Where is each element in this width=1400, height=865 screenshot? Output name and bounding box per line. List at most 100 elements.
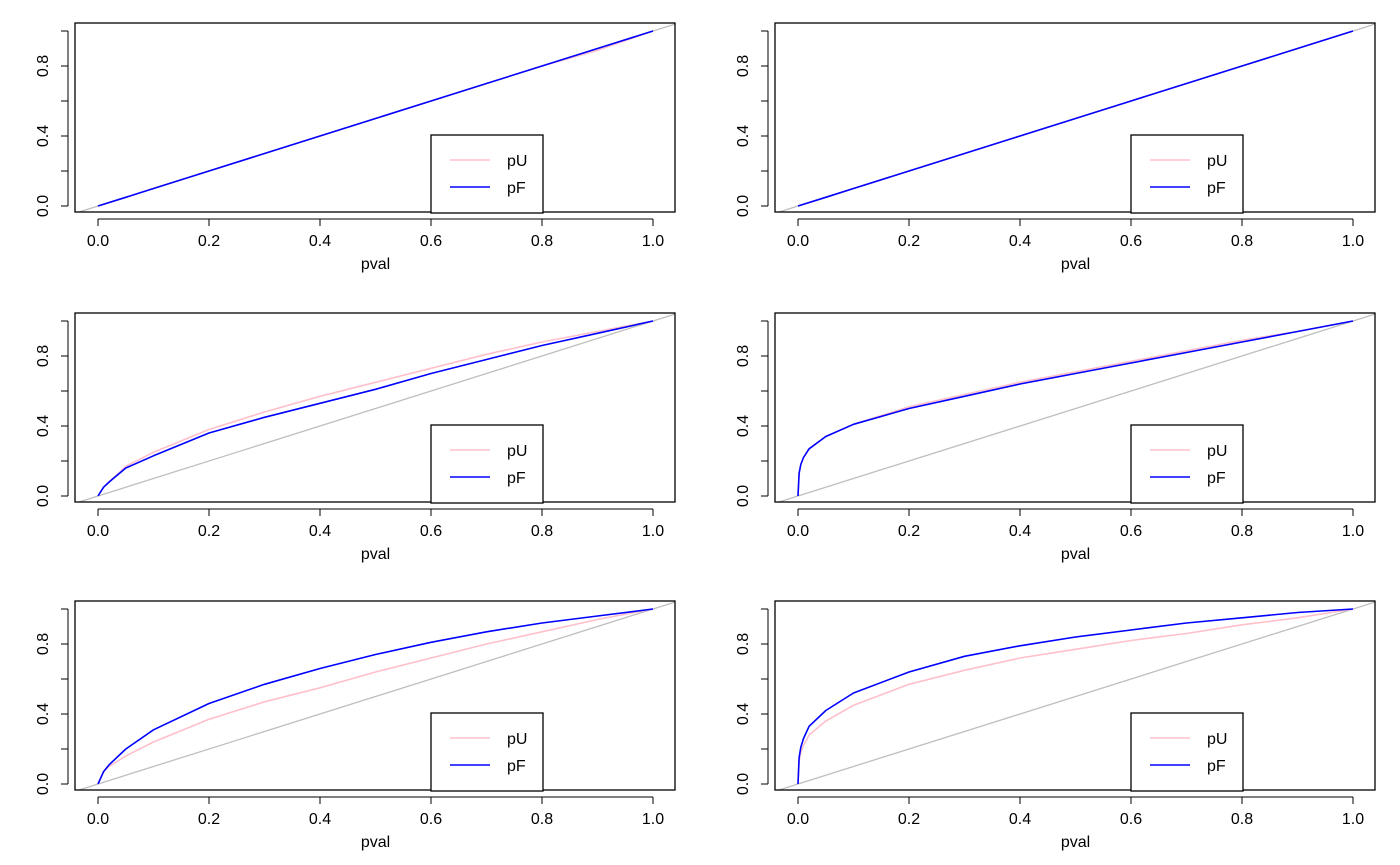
panel-2-legend: pU pF (1130, 134, 1244, 214)
panel-5-x-tick-label: 0.4 (309, 811, 331, 828)
panel-3-legend-label-pF: pF (507, 470, 526, 487)
panel-5-x-axis-label: pval (361, 834, 390, 851)
panel-3-x-tick-label: 0.8 (531, 523, 553, 540)
panel-3-legend-label-pU: pU (507, 443, 527, 460)
panel-4-legend-label-pF: pF (1207, 470, 1226, 487)
panel-1-y-tick-label: 0.8 (35, 55, 52, 77)
panel-2: 0.0 0.2 0.4 0.6 0.8 1.0 pval 0.0 0.4 0.8 pU pF (735, 22, 1376, 273)
panel-4-x-tick-label: 0.4 (1009, 523, 1031, 540)
panel-5-series-pU (97, 608, 654, 785)
panel-2-x-tick-label: 1.0 (1342, 233, 1364, 250)
panel-4-x-tick-label: 0.2 (898, 523, 920, 540)
panel-1-y-tick-label: 0.0 (35, 195, 52, 217)
panel-3-y-tick-label: 0.4 (35, 415, 52, 437)
panel-6: 0.0 0.2 0.4 0.6 0.8 1.0 pval 0.0 0.4 0.8 pU pF (735, 600, 1376, 851)
panel-6-x-tick-label: 1.0 (1342, 811, 1364, 828)
panel-6-legend-label-pU: pU (1207, 731, 1227, 748)
panel-2-x-tick-label: 0.2 (898, 233, 920, 250)
panel-1-series-pF (97, 30, 654, 207)
panel-4-x-tick-label: 0.6 (1120, 523, 1142, 540)
panel-1-x-tick-label: 0.4 (309, 233, 331, 250)
panel-6-series-pU (797, 608, 1354, 785)
panel-3-x-tick-label: 0.4 (309, 523, 331, 540)
panel-1-x-tick-label: 0.8 (531, 233, 553, 250)
panel-1-legend-label-pF: pF (507, 180, 526, 197)
panel-2-x-tick-label: 0.4 (1009, 233, 1031, 250)
panel-2-legend-label-pF: pF (1207, 180, 1226, 197)
panel-2-legend-label-pU: pU (1207, 153, 1227, 170)
panel-4: 0.0 0.2 0.4 0.6 0.8 1.0 pval 0.0 0.4 0.8 pU pF (735, 312, 1376, 563)
panel-3-x-axis-label: pval (361, 546, 390, 563)
panel-1-x-tick-label: 1.0 (642, 233, 664, 250)
panel-5-plot-box (74, 600, 676, 791)
panel-3-legend: pU pF (430, 424, 544, 504)
panel-6-x-tick-label: 0.4 (1009, 811, 1031, 828)
panel-1-legend-label-pU: pU (507, 153, 527, 170)
panel-3-y-tick-label: 0.0 (35, 485, 52, 507)
panel-5: 0.0 0.2 0.4 0.6 0.8 1.0 pval 0.0 0.4 0.8 pU pF (35, 600, 676, 851)
panel-4-x-tick-label: 0.0 (787, 523, 809, 540)
panel-6-legend: pU pF (1130, 712, 1244, 792)
panel-5-x-tick-label: 1.0 (642, 811, 664, 828)
panel-3-x-tick-label: 1.0 (642, 523, 664, 540)
panel-1: 0.0 0.2 0.4 0.6 0.8 1.0 pval 0.0 0.4 0.8 pU pF (35, 22, 676, 273)
panel-3-legend-box (430, 424, 544, 504)
panel-5-x-tick-label: 0.8 (531, 811, 553, 828)
panel-2-x-axis-label: pval (1061, 256, 1090, 273)
panel-6-legend-label-pF: pF (1207, 758, 1226, 775)
panel-2-x-tick-label: 0.0 (787, 233, 809, 250)
panel-2-y-tick-label: 0.4 (735, 125, 752, 147)
panel-4-plot-box (774, 312, 1376, 503)
panel-5-x-tick-label: 0.2 (198, 811, 220, 828)
panel-3-x-tick-label: 0.6 (420, 523, 442, 540)
panel-2-y-tick-label: 0.0 (735, 195, 752, 217)
panel-5-legend: pU pF (430, 712, 544, 792)
panel-4-x-tick-label: 1.0 (1342, 523, 1364, 540)
panel-4-legend-label-pU: pU (1207, 443, 1227, 460)
panel-6-legend-box (1130, 712, 1244, 792)
panel-6-x-tick-label: 0.6 (1120, 811, 1142, 828)
panel-1-x-tick-label: 0.2 (198, 233, 220, 250)
panel-3-x-tick-label: 0.2 (198, 523, 220, 540)
panel-5-legend-label-pF: pF (507, 758, 526, 775)
panel-4-legend-box (1130, 424, 1244, 504)
panel-5-reference-line (76, 601, 675, 790)
panel-4-reference-line (776, 313, 1375, 502)
panel-2-y-tick-label: 0.8 (735, 55, 752, 77)
panel-5-x-tick-label: 0.0 (87, 811, 109, 828)
panel-3-series-pF (97, 320, 654, 497)
panel-6-x-tick-label: 0.8 (1231, 811, 1253, 828)
panel-4-y-tick-label: 0.4 (735, 415, 752, 437)
panel-1-x-tick-label: 0.6 (420, 233, 442, 250)
panel-2-plot-box (774, 22, 1376, 213)
panel-6-y-tick-label: 0.0 (735, 773, 752, 795)
panel-3-plot-box (74, 312, 676, 503)
panel-1-plot-box (74, 22, 676, 213)
panel-5-legend-box (430, 712, 544, 792)
panel-6-y-tick-label: 0.4 (735, 703, 752, 725)
panel-4-x-axis-label: pval (1061, 546, 1090, 563)
panel-2-legend-box (1130, 134, 1244, 214)
panel-4-series-pF (797, 320, 1354, 497)
panel-5-y-tick-label: 0.8 (35, 633, 52, 655)
panel-6-series-pF (797, 608, 1354, 785)
panel-6-x-tick-label: 0.0 (787, 811, 809, 828)
panel-2-x-tick-label: 0.6 (1120, 233, 1142, 250)
panel-1-legend: pU pF (430, 134, 544, 214)
panel-6-reference-line (776, 601, 1375, 790)
panel-1-x-axis-label: pval (361, 256, 390, 273)
panel-4-y-tick-label: 0.0 (735, 485, 752, 507)
panel-1-x-tick-label: 0.0 (87, 233, 109, 250)
panel-4-legend: pU pF (1130, 424, 1244, 504)
panel-5-series-pF (97, 608, 654, 785)
panel-5-legend-label-pU: pU (507, 731, 527, 748)
panel-6-plot-box (774, 600, 1376, 791)
panel-6-x-axis-label: pval (1061, 834, 1090, 851)
panel-5-y-tick-label: 0.4 (35, 703, 52, 725)
panel-2-series-pF (797, 30, 1354, 207)
panel-5-x-tick-label: 0.6 (420, 811, 442, 828)
panel-3-y-tick-label: 0.8 (35, 345, 52, 367)
panel-3-reference-line (76, 313, 675, 502)
panel-3: 0.0 0.2 0.4 0.6 0.8 1.0 pval 0.0 0.4 0.8 pU pF (35, 312, 676, 563)
